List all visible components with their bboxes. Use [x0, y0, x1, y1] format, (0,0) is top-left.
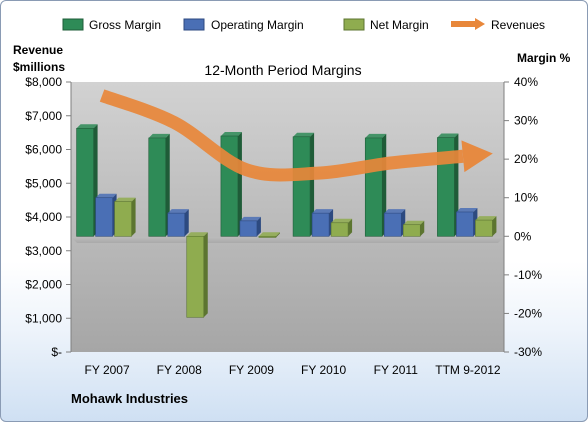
right-tick-label: 10% — [514, 191, 538, 205]
legend-arrowhead-revenues — [475, 18, 485, 30]
right-tick-label: 20% — [514, 152, 538, 166]
legend-label-gross-margin: Gross Margin — [89, 18, 161, 32]
gross-margin-bar-top — [365, 133, 387, 138]
right-tick-label: -10% — [514, 268, 542, 282]
net-margin-bar — [475, 219, 493, 237]
net-margin-bar-top — [331, 218, 353, 223]
operating-margin-bar — [95, 197, 113, 237]
net-margin-bar-top — [258, 232, 280, 237]
right-axis-ticks: -30% -20% -10% 0% 10% 20% 30% 40% — [504, 75, 542, 359]
left-axis-title-line1: Revenue — [13, 43, 63, 57]
net-margin-bar — [402, 224, 421, 237]
legend-item-net-margin: Net Margin — [343, 18, 429, 32]
net-margin-bar — [258, 235, 277, 238]
net-margin-bar-top — [186, 232, 208, 237]
operating-margin-bar — [311, 212, 330, 237]
category-label: FY 2009 — [229, 363, 274, 377]
gross-margin-bar-top — [76, 124, 98, 129]
company-label: Mohawk Industries — [71, 391, 188, 406]
left-tick-label: $8,000 — [25, 75, 62, 89]
operating-margin-bar — [383, 212, 402, 237]
category-labels: FY 2007 FY 2008 FY 2009 FY 2010 FY 2011 TTM 9… — [85, 363, 501, 377]
left-tick-label: $- — [51, 345, 62, 359]
category-label: TTM 9-2012 — [435, 363, 501, 377]
net-margin-bar — [186, 235, 205, 318]
gross-margin-bar-top — [148, 133, 170, 138]
left-tick-label: $5,000 — [25, 176, 62, 190]
left-axis-title-line2: $millions — [13, 60, 65, 74]
gross-margin-bar — [76, 127, 94, 237]
category-label: FY 2010 — [301, 363, 346, 377]
left-tick-label: $7,000 — [25, 109, 62, 123]
gross-margin-bar-side — [310, 132, 315, 237]
gross-margin-bar-top — [220, 132, 242, 136]
right-tick-label: 0% — [514, 229, 532, 243]
operating-margin-bar-top — [384, 209, 406, 214]
chart-title: 12-Month Period Margins — [204, 62, 361, 78]
legend-swatch-net-margin — [343, 18, 365, 31]
operating-margin-bar-top — [456, 207, 478, 212]
net-margin-bar-side — [131, 197, 136, 237]
category-label: FY 2007 — [85, 363, 130, 377]
net-margin-bar-top — [475, 216, 497, 221]
net-margin-bar-top — [114, 197, 136, 202]
right-tick-label: 30% — [514, 114, 538, 128]
operating-margin-bar-side — [184, 209, 189, 237]
left-tick-label: $2,000 — [25, 278, 62, 292]
revenue-line — [99, 89, 493, 182]
gross-margin-bar — [148, 137, 167, 237]
legend-item-revenues: Revenues — [451, 18, 545, 32]
legend-item-gross-margin: Gross Margin — [62, 18, 161, 32]
gross-margin-bar-side — [165, 133, 170, 237]
category-label: FY 2011 — [374, 363, 419, 377]
net-margin-bar — [114, 201, 132, 237]
net-margin-bar-side — [492, 216, 497, 237]
operating-margin-bar — [239, 220, 258, 237]
right-tick-label: 40% — [514, 75, 538, 89]
operating-margin-bar-top — [167, 209, 189, 214]
right-axis-title: Margin % — [517, 51, 571, 65]
category-label: FY 2008 — [157, 363, 202, 377]
left-tick-label: $1,000 — [25, 311, 62, 325]
net-margin-bar-side — [203, 232, 208, 318]
legend-label-revenues: Revenues — [491, 18, 545, 32]
operating-margin-bar — [456, 211, 474, 237]
operating-margin-bar-top — [95, 193, 117, 198]
legend-swatch-operating-margin — [183, 18, 205, 31]
right-tick-label: -30% — [514, 345, 542, 359]
net-margin-bar-side — [420, 220, 425, 237]
gross-margin-bar — [292, 136, 311, 237]
right-tick-label: -20% — [514, 306, 542, 320]
plot-floor — [71, 237, 504, 243]
plot-wall — [71, 82, 504, 352]
legend: Gross Margin Operating Margin Net Margin… — [62, 18, 545, 32]
operating-margin-bar-side — [256, 216, 261, 237]
net-margin-bar-side — [348, 218, 353, 237]
legend-label-operating-margin: Operating Margin — [211, 18, 304, 32]
legend-label-net-margin: Net Margin — [370, 18, 429, 32]
net-margin-bar-side — [275, 232, 280, 238]
left-axis-ticks: $- $1,000 $2,000 $3,000 $4,000 $5,000 $6,000 $7… — [25, 75, 71, 359]
gross-margin-bar-top — [437, 133, 459, 138]
gross-margin-bar-side — [237, 132, 242, 237]
legend-swatch-gross-margin — [62, 18, 84, 31]
revenues-line — [99, 89, 464, 182]
gross-margin-bar-top — [293, 132, 315, 137]
left-tick-label: $4,000 — [25, 210, 62, 224]
revenues-arrowhead — [461, 140, 493, 173]
left-tick-label: $3,000 — [25, 244, 62, 258]
left-tick-label: $6,000 — [25, 143, 62, 157]
operating-margin-bar-top — [239, 216, 261, 221]
net-margin-bar-top — [403, 220, 425, 225]
operating-margin-bar-top — [312, 209, 334, 214]
legend-item-operating-margin: Operating Margin — [183, 18, 304, 32]
net-margin-bar — [330, 222, 349, 237]
gross-margin-bar — [364, 137, 383, 237]
operating-margin-bar — [167, 212, 186, 237]
